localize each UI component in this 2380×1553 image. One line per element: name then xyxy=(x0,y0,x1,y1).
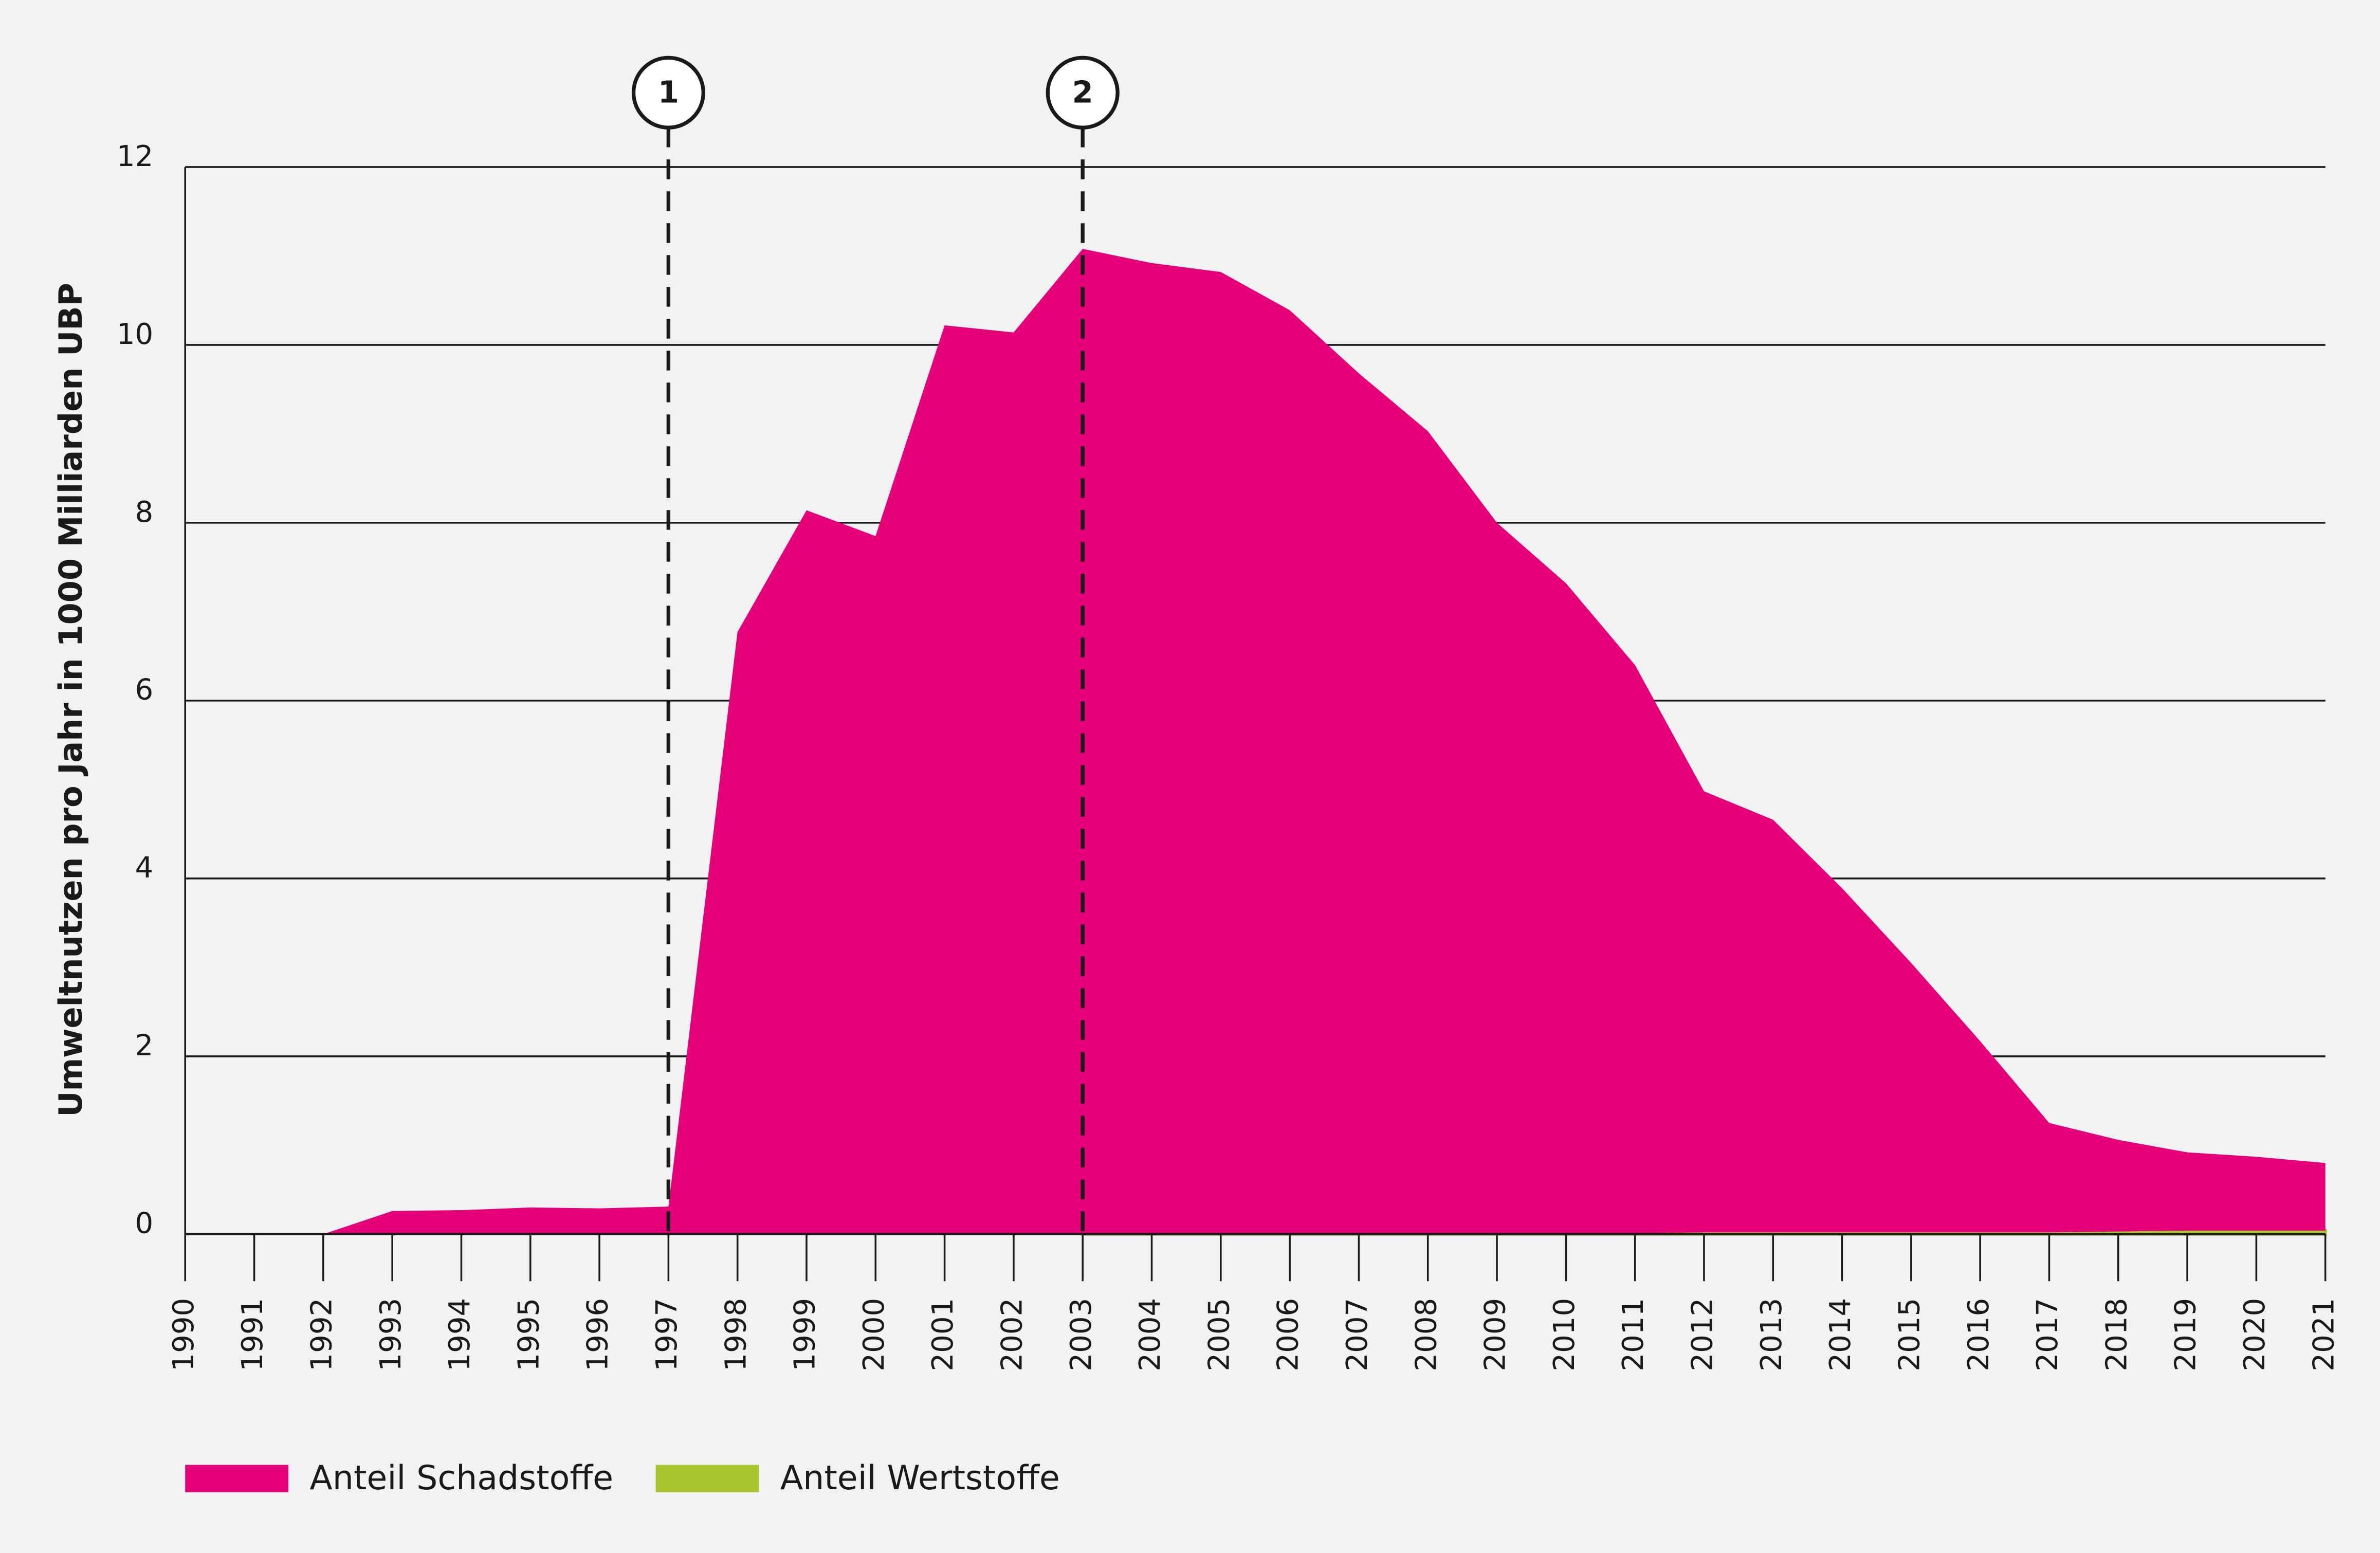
x-tick-label: 2003 xyxy=(1065,1298,1098,1372)
x-tick-label: 1994 xyxy=(443,1298,477,1372)
annotation-label: 2 xyxy=(1072,74,1093,109)
x-tick-label: 2001 xyxy=(926,1298,960,1372)
x-tick-label: 1997 xyxy=(650,1298,684,1372)
annotation-label: 1 xyxy=(658,74,679,109)
legend-swatch xyxy=(185,1465,289,1492)
legend-label: Anteil Schadstoffe xyxy=(309,1459,613,1497)
legend-label: Anteil Wertstoffe xyxy=(780,1459,1060,1497)
y-tick-label: 2 xyxy=(135,1029,154,1063)
annotation-marker xyxy=(631,56,705,130)
y-tick-label: 10 xyxy=(117,318,153,351)
x-tick-label: 2017 xyxy=(2031,1298,2064,1372)
x-tick-label: 2021 xyxy=(2307,1298,2340,1372)
y-tick-label: 4 xyxy=(135,851,154,885)
x-tick-label: 2013 xyxy=(1755,1298,1788,1372)
x-tick-label: 2012 xyxy=(1686,1298,1719,1372)
x-tick-label: 2011 xyxy=(1617,1298,1650,1372)
x-tick-label: 1995 xyxy=(512,1298,545,1372)
y-tick-label: 8 xyxy=(135,496,154,529)
x-tick-label: 1998 xyxy=(719,1298,753,1372)
x-tick-label: 2014 xyxy=(1824,1298,1857,1372)
x-tick-label: 1999 xyxy=(789,1298,822,1372)
x-tick-label: 1992 xyxy=(305,1298,338,1372)
x-tick-label: 2009 xyxy=(1479,1298,1512,1372)
x-tick-label: 2015 xyxy=(1893,1298,1926,1372)
x-tick-label: 1990 xyxy=(167,1298,200,1372)
x-tick-label: 1996 xyxy=(581,1298,615,1372)
y-tick-label: 12 xyxy=(117,140,153,173)
x-tick-label: 2004 xyxy=(1133,1298,1167,1372)
x-tick-label: 2006 xyxy=(1272,1298,1305,1372)
area xyxy=(185,249,2326,1234)
x-tick-label: 1991 xyxy=(236,1298,269,1372)
x-tick-label: 2020 xyxy=(2238,1298,2272,1372)
legend-swatch xyxy=(655,1465,759,1492)
x-tick-label: 2005 xyxy=(1202,1298,1236,1372)
x-tick-label: 2019 xyxy=(2169,1298,2203,1372)
x-tick-label: 2007 xyxy=(1341,1298,1374,1372)
y-tick-label: 6 xyxy=(135,673,154,707)
x-tick-label: 1993 xyxy=(374,1298,408,1372)
x-tick-label: 2016 xyxy=(1962,1298,1995,1372)
annotation-marker xyxy=(1046,56,1120,130)
y-tick-label: 0 xyxy=(135,1207,154,1240)
x-tick-label: 2002 xyxy=(996,1298,1029,1372)
x-tick-label: 2008 xyxy=(1409,1298,1443,1372)
x-tick-label: 2018 xyxy=(2100,1298,2133,1372)
x-tick-label: 2010 xyxy=(1548,1298,1581,1372)
y-axis-label: Umweltnutzen pro Jahr in 1000 Milliarden… xyxy=(52,283,89,1117)
x-tick-label: 2000 xyxy=(857,1298,891,1372)
